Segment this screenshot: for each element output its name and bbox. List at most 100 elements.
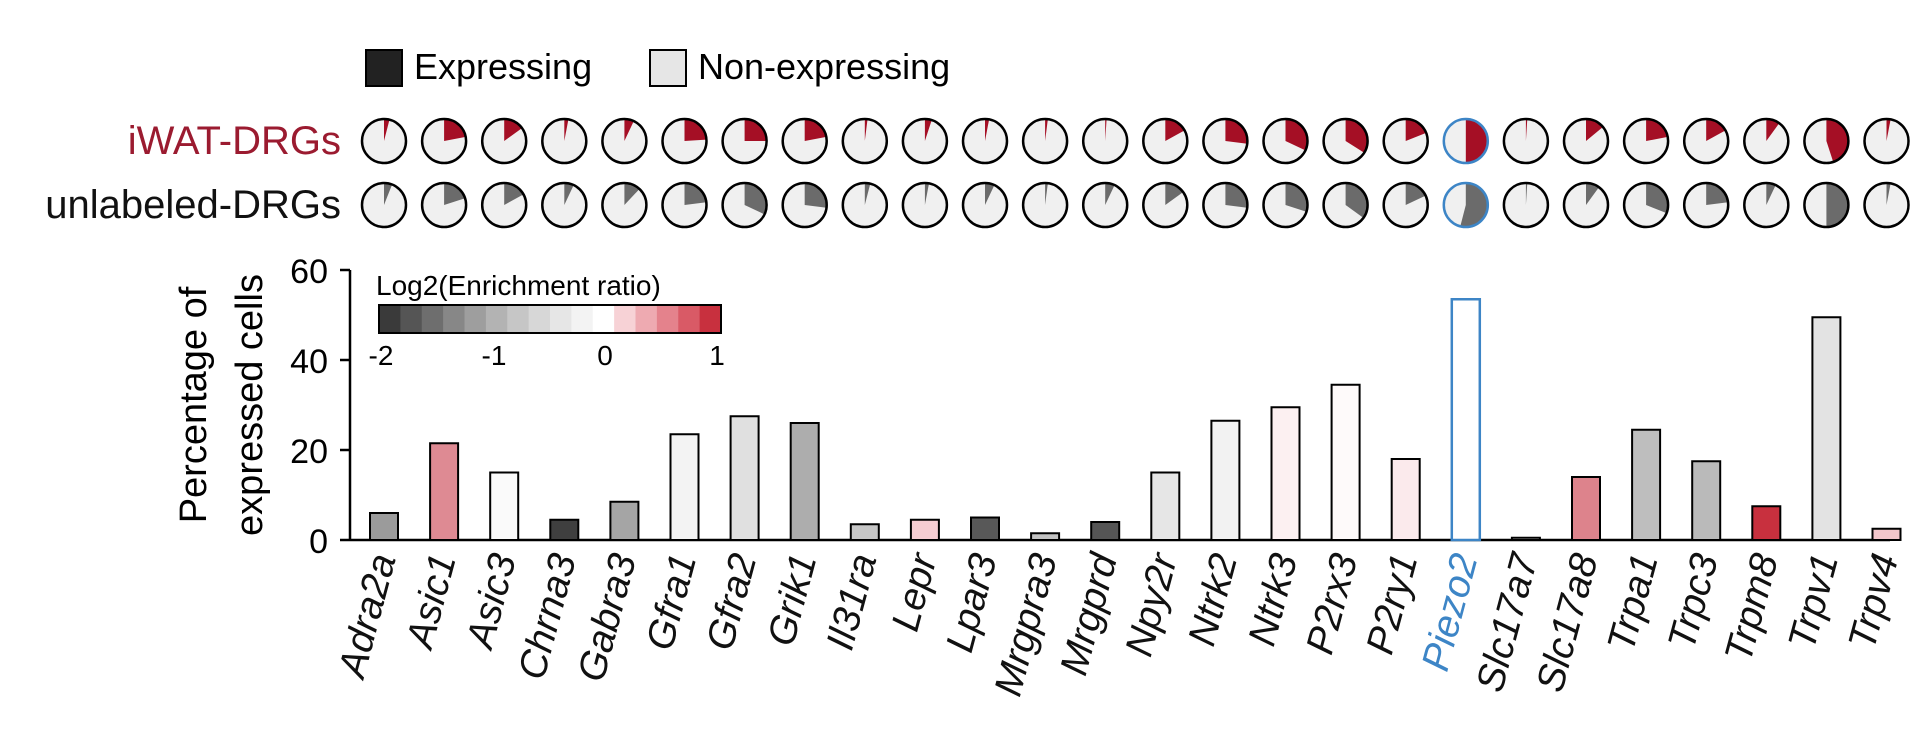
- pie-legend: Expressing Non-expressing: [365, 46, 950, 87]
- iwat-pie-p2ry1-outline: [1382, 117, 1429, 165]
- unlabeled-pie-lpar3-slice: [985, 183, 995, 205]
- unlabeled-pie-gfra2-outline: [721, 181, 768, 229]
- bar-trpv1: [1811, 316, 1842, 541]
- unlabeled-pie-row: [360, 181, 1910, 229]
- unlabeled-pie-piezo2-slice: [1460, 183, 1488, 228]
- x-label-adra2a: Adra2a: [330, 549, 405, 684]
- unlabeled-pie-p2ry1-slice: [1405, 183, 1426, 205]
- unlabeled-pie-piezo2: [1442, 181, 1490, 229]
- colorbar-tick--2: -2: [369, 340, 394, 371]
- iwat-pie-adra2a-outline: [360, 117, 408, 165]
- unlabeled-pie-trpv4-outline: [1863, 181, 1910, 229]
- unlabeled-pie-npy2r: [1142, 181, 1189, 229]
- bar-ntrk3: [1270, 406, 1301, 541]
- iwat-pie-p2rx3-outline: [1322, 117, 1369, 165]
- iwat-pie-gfra1-slice: [684, 119, 707, 141]
- y-tick-label-0: 0: [309, 523, 328, 561]
- iwat-pie-asic1-outline: [420, 117, 468, 165]
- y-axis-label-line2: expressed cells: [229, 274, 271, 536]
- unlabeled-pie-trpv1-outline: [1803, 181, 1850, 229]
- iwat-pie-il31ra: [841, 117, 889, 165]
- bar-asic3: [489, 471, 520, 541]
- iwat-pie-chrna3-outline: [541, 117, 588, 165]
- iwat-pie-p2ry1-slice: [1405, 119, 1427, 141]
- iwat-pie-ntrk2-outline: [1202, 117, 1249, 165]
- iwat-pie-il31ra-slice: [864, 118, 868, 141]
- x-label-trpa1: Trpa1: [1600, 549, 1667, 656]
- unlabeled-pie-trpv4: [1863, 181, 1910, 229]
- unlabeled-pie-trpc3-slice: [1706, 183, 1729, 205]
- iwat-pie-adra2a: [360, 117, 408, 165]
- unlabeled-pie-grik1: [781, 181, 828, 229]
- colorbar-swatch-0: [379, 305, 401, 333]
- iwat-pie-p2rx3: [1322, 117, 1369, 165]
- unlabeled-pie-lepr: [901, 181, 949, 229]
- unlabeled-pie-mrgprd-slice: [1105, 183, 1115, 205]
- iwat-pie-piezo2: [1442, 117, 1490, 165]
- unlabeled-pie-trpa1-outline: [1622, 181, 1670, 229]
- unlabeled-pie-p2rx3-outline: [1322, 181, 1369, 229]
- unlabeled-pie-il31ra-slice: [864, 183, 871, 205]
- unlabeled-pie-asic1-outline: [420, 181, 468, 229]
- legend-nonexpressing-label: Non-expressing: [698, 46, 950, 87]
- iwat-pie-trpv1: [1803, 117, 1850, 165]
- colorbar-swatch-13: [656, 305, 679, 333]
- iwat-pie-ntrk2-slice: [1225, 119, 1248, 144]
- unlabeled-pie-p2rx3: [1322, 181, 1369, 229]
- iwat-pie-trpa1-slice: [1646, 119, 1668, 141]
- bar-adra2a: [369, 512, 399, 541]
- colorbar-swatch-2: [421, 305, 444, 333]
- unlabeled-pie-mrgpra3: [1021, 181, 1069, 229]
- unlabeled-pie-mrgpra3-slice: [1045, 182, 1048, 205]
- y-tick-label-40: 40: [290, 343, 328, 381]
- x-label-asic1: Asic1: [398, 549, 465, 654]
- bar-mrgprd: [1090, 521, 1121, 541]
- bar-chrna3: [549, 518, 580, 541]
- unlabeled-row-label: unlabeled-DRGs: [45, 183, 341, 227]
- iwat-pie-lepr-outline: [901, 117, 949, 165]
- iwat-pie-gfra1-outline: [661, 117, 708, 165]
- x-label-asic3: Asic3: [458, 549, 525, 654]
- x-category-labels: Adra2aAsic1Asic3Chrna3Gabra3Gfra1Gfra2Gr…: [330, 547, 1907, 700]
- bar-p2rx3: [1330, 383, 1361, 541]
- iwat-pie-piezo2-slice: [1465, 119, 1488, 163]
- unlabeled-pie-trpc3-outline: [1682, 181, 1730, 229]
- iwat-pie-slc17a7-outline: [1502, 117, 1550, 165]
- bar-p2ry1: [1390, 458, 1421, 541]
- unlabeled-pie-adra2a-slice: [384, 183, 393, 205]
- colorbar-swatch-1: [400, 305, 423, 333]
- unlabeled-pie-grik1-outline: [781, 181, 828, 229]
- iwat-pie-ntrk3-outline: [1262, 117, 1309, 165]
- colorbar-tick-1: 1: [709, 340, 725, 371]
- iwat-pie-lpar3-outline: [961, 117, 1009, 165]
- iwat-pie-adra2a-slice: [384, 119, 390, 141]
- colorbar-swatch-6: [507, 305, 530, 333]
- unlabeled-pie-trpv4-slice: [1886, 183, 1891, 205]
- unlabeled-pie-ntrk3-slice: [1285, 183, 1308, 212]
- unlabeled-pie-lpar3-outline: [961, 181, 1009, 229]
- unlabeled-pie-lpar3: [961, 181, 1009, 229]
- iwat-pie-slc17a8-outline: [1562, 117, 1610, 165]
- bar-trpm8: [1751, 505, 1782, 541]
- unlabeled-pie-asic1: [420, 181, 468, 229]
- x-label-trpc3: Trpc3: [1660, 549, 1727, 654]
- iwat-pie-trpa1-outline: [1622, 117, 1670, 165]
- iwat-pie-gfra2-slice: [744, 119, 767, 141]
- unlabeled-pie-p2ry1-outline: [1382, 181, 1429, 229]
- iwat-pie-asic3: [480, 117, 528, 165]
- unlabeled-pie-gabra3: [601, 181, 648, 229]
- unlabeled-pie-asic1-slice: [444, 183, 466, 205]
- bar-piezo2: [1450, 298, 1482, 542]
- iwat-pie-ntrk3: [1262, 117, 1309, 165]
- colorbar-swatch-10: [592, 305, 615, 333]
- x-label-il31ra: Il31ra: [819, 549, 886, 654]
- colorbar-swatch-11: [614, 305, 637, 333]
- unlabeled-pie-slc17a7-slice: [1525, 182, 1528, 205]
- unlabeled-pie-asic3-outline: [480, 181, 528, 229]
- iwat-pie-trpm8-slice: [1766, 119, 1780, 141]
- x-label-npy2r: Npy2r: [1118, 547, 1187, 661]
- iwat-pie-trpc3: [1682, 117, 1730, 165]
- unlabeled-pie-trpv1: [1803, 181, 1850, 229]
- iwat-pie-lpar3-slice: [985, 119, 990, 141]
- x-label-ntrk2: Ntrk2: [1180, 549, 1246, 650]
